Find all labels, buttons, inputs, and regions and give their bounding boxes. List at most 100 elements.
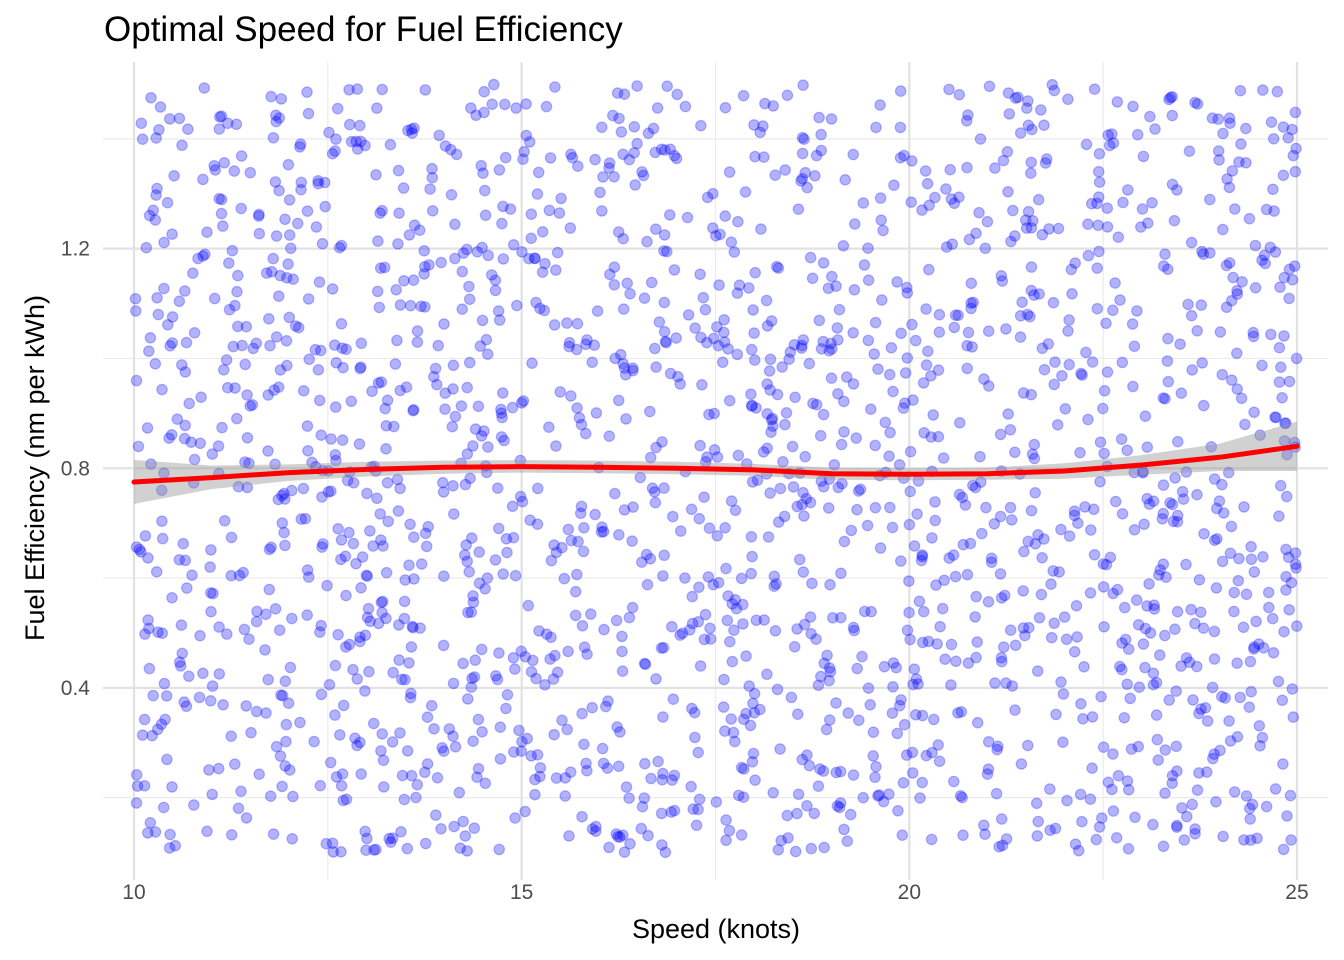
scatter-point bbox=[142, 552, 154, 564]
scatter-point bbox=[399, 673, 411, 686]
scatter-point bbox=[926, 532, 938, 544]
scatter-point bbox=[961, 339, 973, 352]
scatter-point bbox=[704, 622, 716, 635]
scatter-point bbox=[925, 369, 937, 382]
scatter-point bbox=[638, 757, 651, 770]
scatter-point bbox=[841, 835, 854, 847]
scatter-point bbox=[719, 521, 731, 534]
scatter-point bbox=[273, 184, 285, 197]
scatter-point bbox=[1280, 584, 1292, 596]
scatter-point bbox=[858, 605, 871, 618]
scatter-point bbox=[916, 709, 929, 722]
scatter-point bbox=[220, 354, 233, 366]
scatter-point bbox=[1208, 748, 1220, 760]
scatter-point bbox=[617, 232, 629, 245]
scatter-point bbox=[945, 638, 958, 651]
scatter-point bbox=[282, 697, 295, 709]
scatter-point bbox=[1174, 338, 1186, 350]
scatter-point bbox=[263, 543, 276, 556]
scatter-point bbox=[272, 493, 285, 506]
scatter-point bbox=[142, 827, 154, 839]
scatter-point bbox=[787, 481, 800, 493]
scatter-point bbox=[1035, 588, 1048, 601]
scatter-point bbox=[850, 432, 862, 444]
scatter-point bbox=[436, 741, 448, 754]
scatter-point bbox=[1047, 296, 1060, 309]
scatter-point bbox=[623, 792, 635, 804]
scatter-point bbox=[1093, 245, 1105, 258]
scatter-point bbox=[1131, 128, 1144, 141]
scatter-point bbox=[862, 682, 875, 694]
scatter-point bbox=[963, 233, 976, 246]
scatter-point bbox=[1185, 309, 1198, 322]
scatter-point bbox=[872, 789, 884, 802]
scatter-point bbox=[1269, 411, 1281, 423]
scatter-point bbox=[323, 126, 335, 139]
scatter-point bbox=[903, 606, 915, 619]
scatter-point bbox=[1141, 600, 1153, 612]
scatter-point bbox=[1146, 197, 1158, 209]
scatter-point bbox=[489, 274, 502, 287]
scatter-point bbox=[1084, 793, 1097, 805]
scatter-point bbox=[368, 844, 380, 856]
scatter-point bbox=[267, 252, 279, 265]
scatter-point bbox=[658, 325, 671, 338]
scatter-point bbox=[1159, 787, 1171, 799]
scatter-point bbox=[810, 633, 822, 645]
scatter-point bbox=[215, 193, 228, 206]
scatter-point bbox=[586, 823, 599, 835]
scatter-point bbox=[323, 678, 336, 691]
scatter-point bbox=[875, 294, 888, 306]
scatter-point bbox=[1233, 552, 1245, 565]
scatter-point bbox=[351, 83, 364, 95]
scatter-point bbox=[1008, 230, 1021, 242]
scatter-point bbox=[162, 318, 174, 331]
scatter-point bbox=[500, 702, 512, 715]
scatter-point bbox=[904, 445, 917, 458]
scatter-point bbox=[760, 294, 773, 307]
scatter-point bbox=[522, 599, 535, 612]
scatter-point bbox=[906, 318, 918, 331]
scatter-point bbox=[337, 699, 350, 712]
scatter-point bbox=[1248, 643, 1260, 655]
scatter-point bbox=[891, 276, 903, 288]
scatter-point bbox=[626, 601, 639, 614]
scatter-point bbox=[1100, 558, 1113, 571]
scatter-point bbox=[519, 805, 531, 818]
scatter-point bbox=[359, 825, 371, 838]
scatter-point bbox=[355, 337, 368, 350]
scatter-point bbox=[689, 322, 701, 334]
scatter-point bbox=[270, 331, 283, 343]
scatter-point bbox=[1208, 534, 1221, 547]
scatter-point bbox=[779, 418, 791, 431]
scatter-point bbox=[380, 612, 392, 625]
scatter-point bbox=[766, 412, 779, 425]
scatter-point bbox=[489, 554, 502, 566]
scatter-point bbox=[431, 771, 444, 784]
scatter-point bbox=[1025, 222, 1038, 234]
scatter-point bbox=[1138, 518, 1150, 531]
scatter-point bbox=[612, 394, 625, 407]
scatter-point bbox=[886, 521, 899, 534]
scatter-point bbox=[351, 143, 364, 155]
scatter-point bbox=[489, 284, 502, 297]
scatter-point bbox=[1053, 566, 1065, 578]
scatter-point bbox=[432, 339, 444, 352]
scatter-point bbox=[1170, 740, 1183, 753]
scatter-point bbox=[1057, 736, 1069, 748]
scatter-point bbox=[315, 619, 327, 632]
scatter-point bbox=[995, 592, 1008, 604]
scatter-point bbox=[922, 635, 935, 648]
scatter-point bbox=[457, 657, 469, 670]
scatter-point bbox=[359, 139, 371, 152]
scatter-point bbox=[1022, 535, 1034, 548]
scatter-point bbox=[1248, 566, 1261, 578]
scatter-point bbox=[1191, 784, 1204, 796]
scatter-point bbox=[768, 580, 780, 592]
scatter-point bbox=[382, 515, 394, 528]
scatter-point bbox=[596, 742, 609, 755]
scatter-point bbox=[606, 109, 619, 122]
scatter-point bbox=[887, 680, 899, 693]
scatter-point bbox=[679, 572, 691, 584]
scatter-point bbox=[150, 132, 162, 144]
